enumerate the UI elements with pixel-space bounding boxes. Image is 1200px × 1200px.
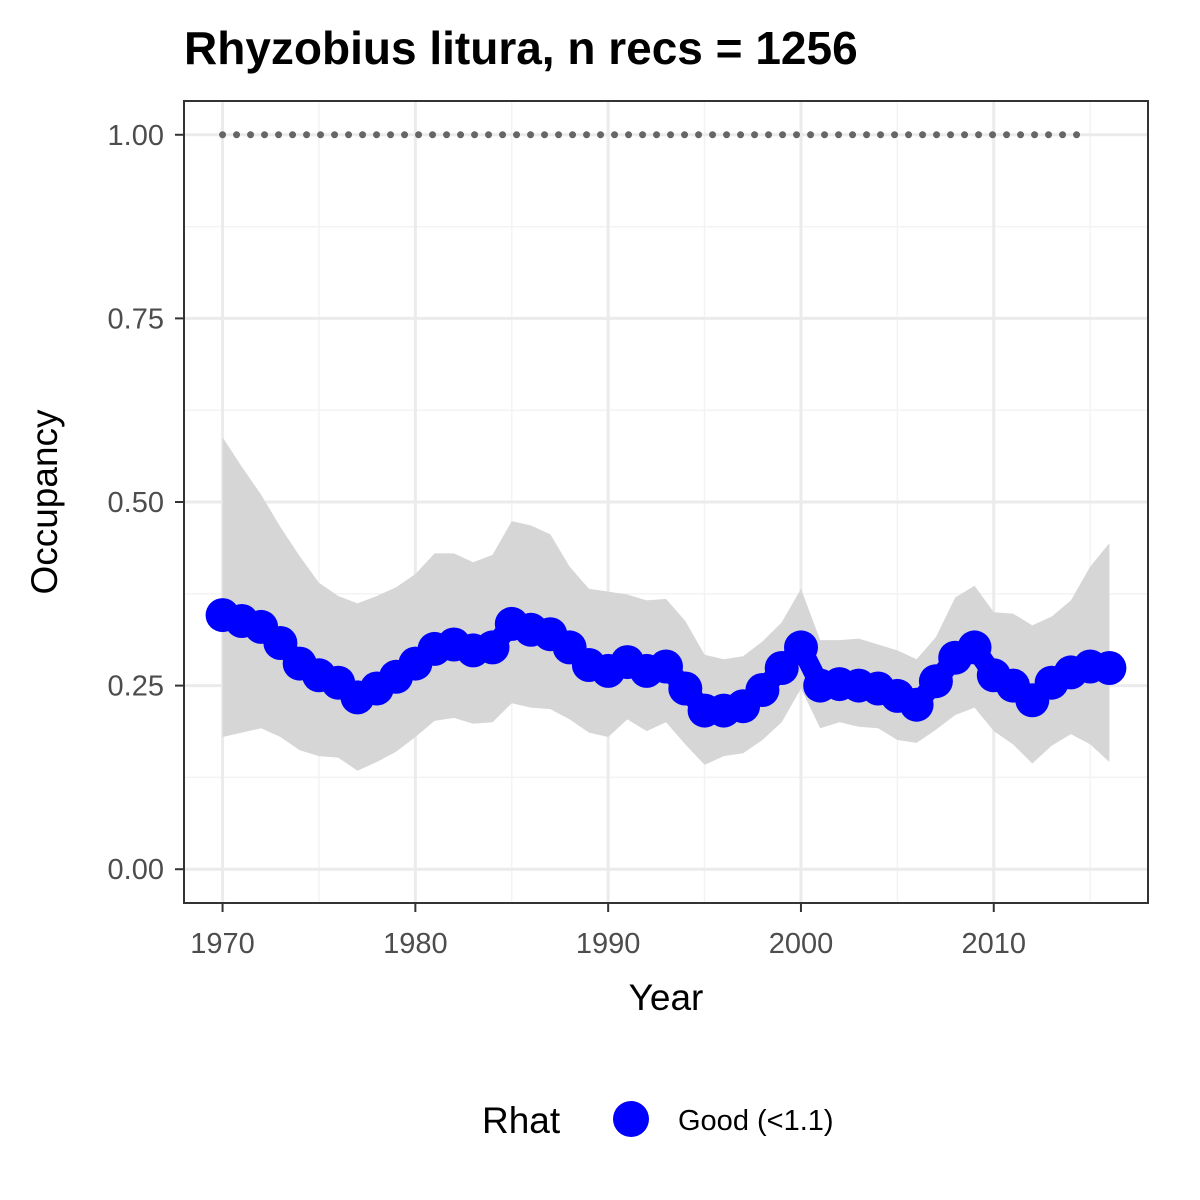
data-point bbox=[745, 673, 780, 707]
series-points bbox=[205, 598, 1127, 728]
legend-key-good bbox=[613, 1101, 649, 1137]
x-tick-label: 1990 bbox=[576, 928, 641, 960]
legend: Rhat Good (<1.1) bbox=[482, 1100, 834, 1141]
x-tick-label: 2000 bbox=[769, 928, 834, 960]
data-point bbox=[918, 664, 953, 699]
y-tick-label: 0.50 bbox=[108, 487, 164, 519]
data-point bbox=[649, 649, 683, 684]
y-tick-label: 0.25 bbox=[108, 671, 164, 703]
y-tick-label: 0.75 bbox=[108, 303, 164, 335]
legend-label-good: Good (<1.1) bbox=[678, 1105, 834, 1137]
y-tick-label: 0.00 bbox=[108, 854, 164, 886]
y-axis-ticks: 0.00 0.25 0.50 0.75 1.00 bbox=[108, 120, 184, 886]
x-axis-title: Year bbox=[629, 977, 704, 1018]
x-axis-ticks: 1970 1980 1990 2000 2010 bbox=[190, 903, 1026, 960]
data-point bbox=[668, 671, 703, 706]
data-point bbox=[475, 630, 510, 665]
x-tick-label: 2010 bbox=[962, 928, 1027, 960]
chart-title: Rhyzobius litura, n recs = 1256 bbox=[184, 22, 858, 74]
legend-title: Rhat bbox=[482, 1100, 561, 1141]
x-tick-label: 1980 bbox=[383, 928, 448, 960]
data-point bbox=[784, 630, 818, 665]
x-tick-label: 1970 bbox=[190, 928, 255, 960]
data-point bbox=[957, 630, 992, 665]
y-tick-label: 1.00 bbox=[108, 120, 164, 152]
y-axis-title: Occupancy bbox=[24, 409, 65, 595]
data-point bbox=[1092, 651, 1127, 685]
data-point bbox=[899, 687, 934, 722]
